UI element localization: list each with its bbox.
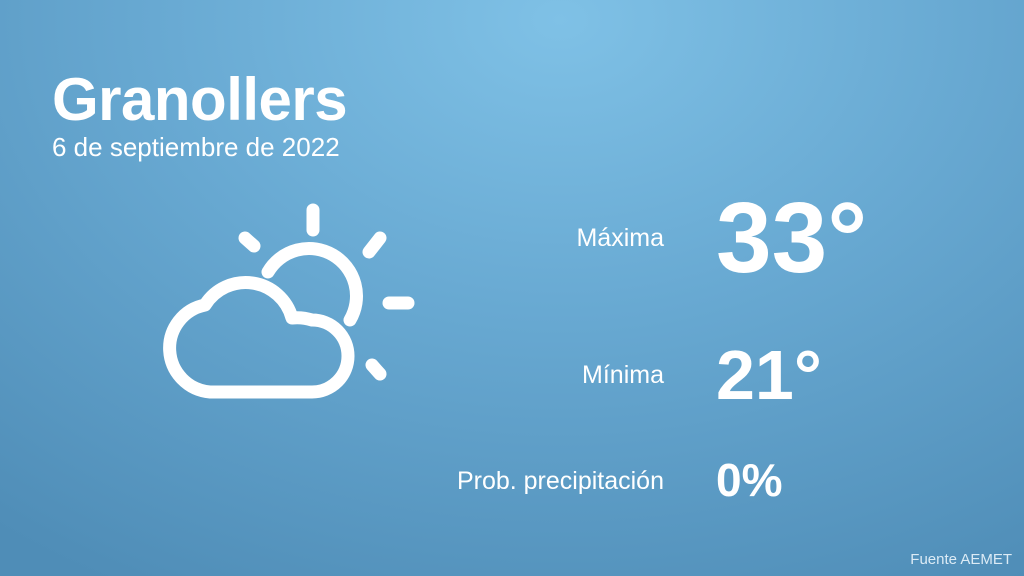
precip-value: 0% [716,454,783,506]
city-name: Granollers [52,66,348,133]
max-temp-label: Máxima [576,224,664,252]
data-source: Fuente AEMET [910,551,1012,568]
min-temp-label: Mínima [582,361,664,389]
precip-label: Prob. precipitación [456,467,664,495]
forecast-date: 6 de septiembre de 2022 [52,132,340,162]
max-temp-value: 33° [716,182,868,294]
min-temp-value: 21° [716,336,822,414]
